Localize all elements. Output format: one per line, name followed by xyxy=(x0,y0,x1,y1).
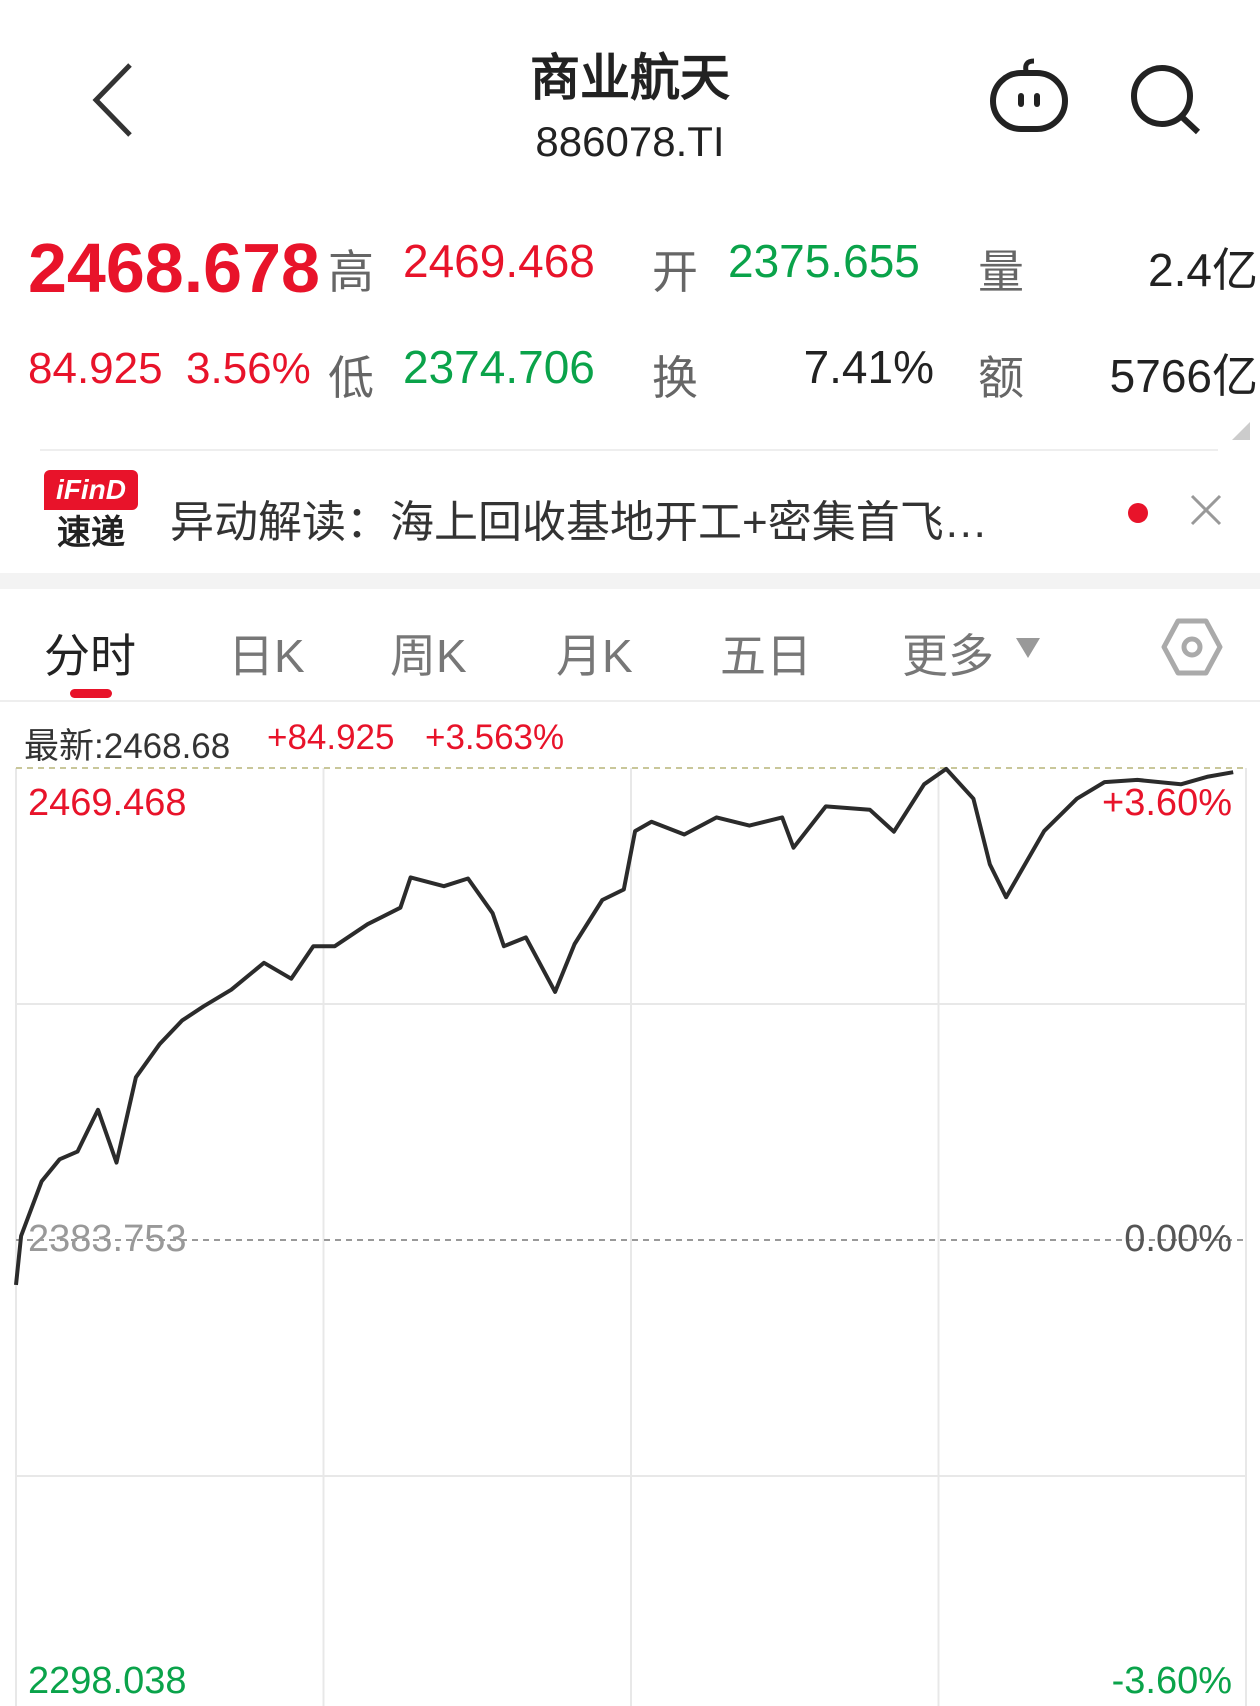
tab-more[interactable]: 更多 xyxy=(902,630,994,682)
turnover-label: 换 xyxy=(652,352,698,404)
turnover-value: 7.41% xyxy=(803,341,934,393)
y-left-label-bottom: 2298.038 xyxy=(28,1660,187,1702)
current-price: 2468.678 xyxy=(28,229,320,307)
back-button[interactable] xyxy=(88,60,148,140)
expand-corner-icon[interactable] xyxy=(1232,422,1250,440)
y-right-label-top: +3.60% xyxy=(1102,782,1232,824)
open-label: 开 xyxy=(652,246,698,298)
price-line xyxy=(14,766,1234,1286)
low-value: 2374.706 xyxy=(403,341,595,393)
close-news-button[interactable] xyxy=(1186,490,1226,530)
back-chevron-icon xyxy=(92,63,132,137)
high-label: 高 xyxy=(328,246,374,298)
low-label: 低 xyxy=(328,352,374,404)
y-right-label-bottom: -3.60% xyxy=(1111,1660,1232,1702)
latest-price-readout: 最新:2468.68 xyxy=(24,727,231,766)
y-left-label-top: 2469.468 xyxy=(28,782,187,824)
divider xyxy=(40,449,1218,451)
tab-weekly-k[interactable]: 周K xyxy=(390,630,467,682)
high-value: 2469.468 xyxy=(403,235,595,287)
news-headline[interactable]: 异动解读：海上回收基地开工+密集首飞… xyxy=(170,498,988,547)
unread-dot xyxy=(1128,503,1148,523)
tab-daily-k[interactable]: 日K xyxy=(228,630,305,682)
tabs-divider xyxy=(0,700,1260,702)
active-tab-indicator xyxy=(70,689,112,698)
ifind-badge: iFinD 速递 xyxy=(44,470,138,558)
latest-change-readout: +84.925 xyxy=(267,718,395,757)
ifind-logo: iFinD xyxy=(44,470,138,510)
tab-intraday[interactable]: 分时 xyxy=(44,630,136,682)
robot-assistant-icon xyxy=(990,58,1068,132)
chart-settings-button[interactable] xyxy=(1160,615,1224,679)
amount-label: 额 xyxy=(978,352,1024,404)
settings-hexagon-icon xyxy=(1161,618,1223,676)
latest-change-pct-readout: +3.563% xyxy=(425,718,565,757)
chevron-down-icon[interactable] xyxy=(1016,638,1040,658)
volume-label: 量 xyxy=(978,246,1024,298)
page-title: 商业航天 xyxy=(530,50,730,106)
tab-five-day[interactable]: 五日 xyxy=(720,630,812,682)
section-separator xyxy=(0,573,1260,589)
y-right-label-mid: 0.00% xyxy=(1124,1218,1232,1260)
ifind-subtitle: 速递 xyxy=(57,514,125,552)
intraday-chart[interactable] xyxy=(0,700,1260,1706)
close-icon xyxy=(1190,494,1222,526)
y-left-label-mid: 2383.753 xyxy=(28,1218,187,1260)
stock-code: 886078.TI xyxy=(535,118,725,165)
price-change: 84.925 xyxy=(28,344,163,393)
robot-assistant-button[interactable] xyxy=(988,55,1072,135)
price-change-pct: 3.56% xyxy=(186,344,311,393)
volume-value: 2.4亿 xyxy=(1148,244,1258,296)
open-value: 2375.655 xyxy=(728,235,920,287)
search-button[interactable] xyxy=(1128,60,1208,140)
search-icon xyxy=(1131,65,1201,135)
amount-value: 5766亿 xyxy=(1109,350,1258,402)
tab-monthly-k[interactable]: 月K xyxy=(556,630,633,682)
